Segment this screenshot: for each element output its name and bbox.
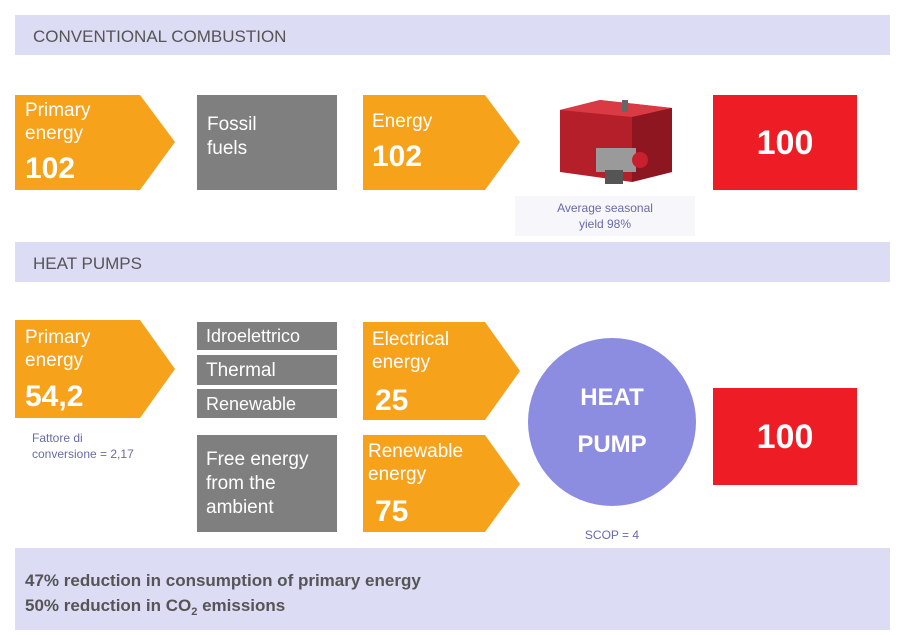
section-bar [15,242,890,282]
arrow [363,435,520,532]
arrow [363,95,520,190]
arrow-value: 75 [375,495,408,528]
heat-pump-circle [528,338,696,506]
source-label: Free energy from the ambient [206,449,309,518]
section-bar [15,15,890,55]
source-box [197,355,337,385]
arrow [363,322,520,420]
footer-box [15,548,890,630]
footer-line: 50% reduction in CO2 emissions [25,596,285,618]
source-box [197,95,337,190]
source-label: Idroelettrico [206,326,300,346]
caption-box [515,196,695,236]
output-value: 100 [757,418,814,456]
source-label: Thermal [206,360,276,381]
heat-pump-label: HEAT PUMP [577,384,646,458]
caption: Fattore di conversione = 2,17 [32,431,134,461]
boiler-icon [560,100,672,184]
section-title: CONVENTIONAL COMBUSTION [33,27,286,46]
source-label: Renewable [206,394,296,414]
arrow-label: Energy [372,111,433,132]
arrow-label: Primary energy [25,100,91,144]
source-box [197,435,337,532]
arrow-label: Renewable energy [368,441,463,485]
output-value: 100 [757,124,814,162]
arrow [15,320,175,418]
arrow-value: 25 [375,384,408,417]
footer-line: 47% reduction in consumption of primary … [25,571,421,590]
caption: SCOP = 4 [585,528,639,542]
source-box [197,322,337,350]
section-title: HEAT PUMPS [33,254,142,273]
source-box [197,389,337,418]
output-box [713,95,857,190]
arrow-label: Electrical energy [372,329,449,373]
output-box [713,388,857,485]
arrow-value: 54,2 [25,380,83,413]
arrow-value: 102 [25,152,75,185]
arrow-label: Primary energy [25,327,91,371]
arrow-value: 102 [372,140,422,173]
source-label: Fossil fuels [207,114,257,159]
arrow [15,95,175,190]
caption: Average seasonal yield 98% [557,201,653,231]
